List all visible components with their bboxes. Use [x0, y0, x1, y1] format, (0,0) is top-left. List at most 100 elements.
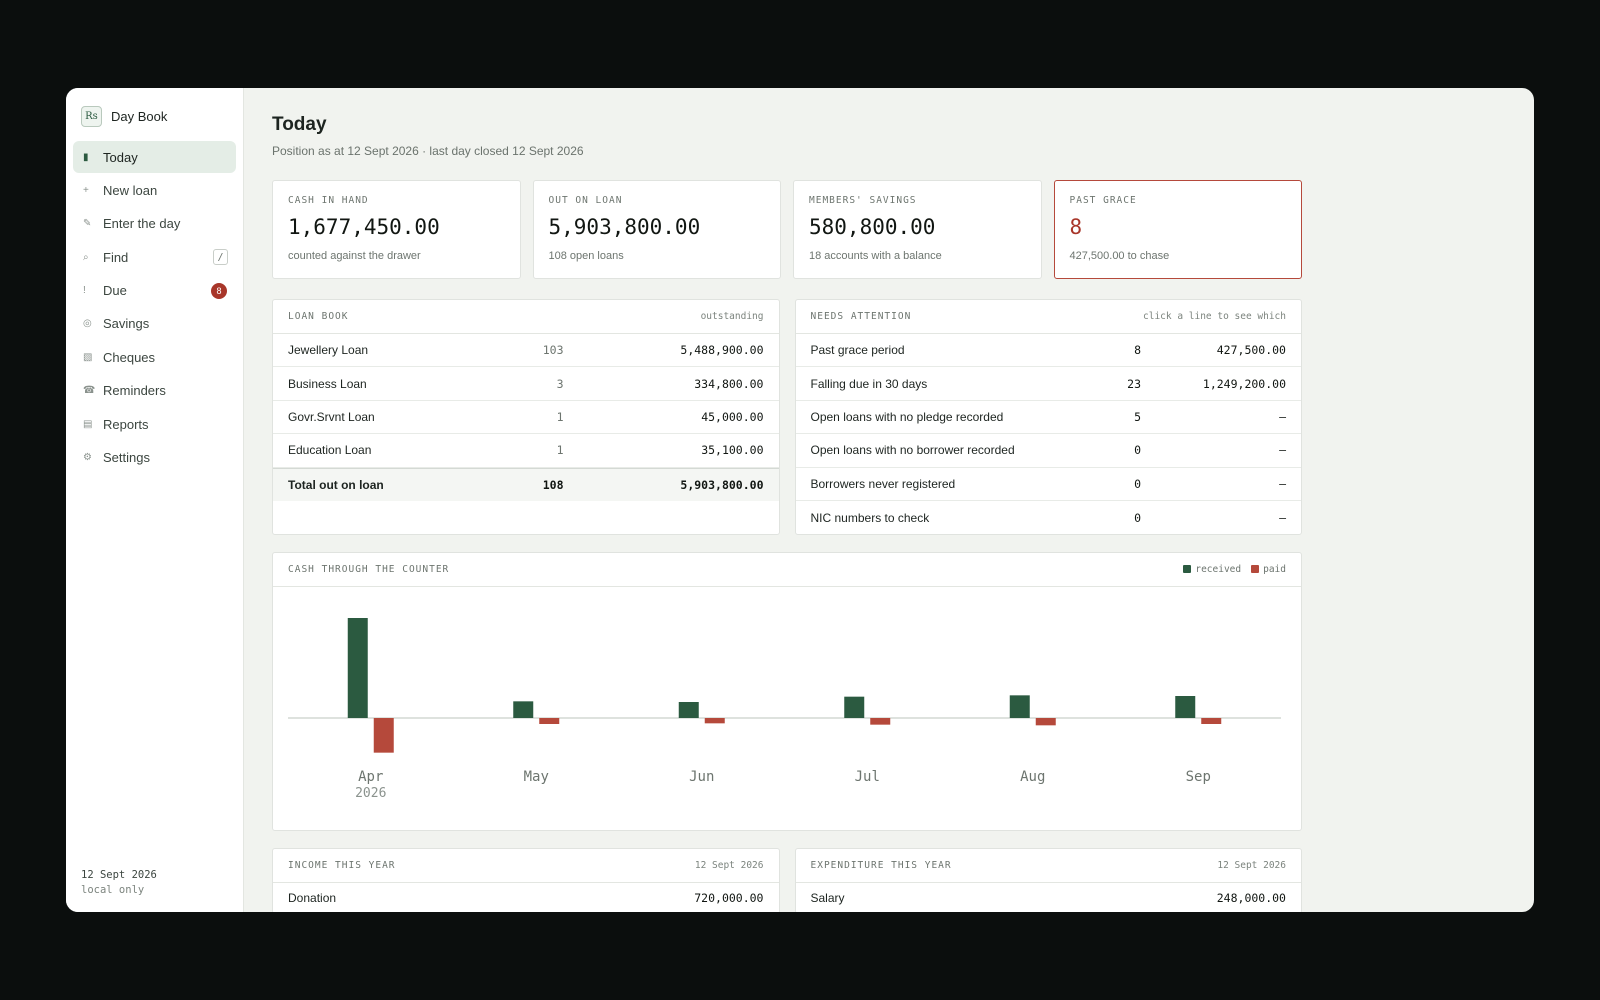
x-tick-label: Jun: [689, 769, 714, 785]
bar-paid-jul: [870, 718, 891, 726]
loan-book-panel: LOAN BOOK outstanding Jewellery Loan 103…: [272, 299, 780, 536]
income-item: Donation: [288, 891, 337, 906]
kpi-note: 427,500.00 to chase: [1069, 250, 1170, 262]
sidebar-item-today[interactable]: ▮ Today: [73, 141, 236, 173]
cash-chart-panel: CASH THROUGH THE COUNTER received paid A…: [272, 552, 1302, 832]
x-tick-label: Aug: [1020, 769, 1045, 785]
total-row: Total out on loan 108 5,903,800.00: [273, 467, 779, 501]
legend-label: paid: [1263, 564, 1286, 576]
loan-type: Jewellery Loan: [288, 343, 369, 358]
x-tick-label: Sep: [1186, 769, 1211, 785]
sidebar-item-due[interactable]: ! Due 8: [73, 275, 236, 307]
panel-title: LOAN BOOK: [288, 311, 349, 322]
sidebar: Rs Day Book ▮ Today + New loan ✎ Enter t…: [66, 88, 244, 912]
sidebar-item-cheques[interactable]: ▧ Cheques: [73, 341, 236, 373]
legend-received: received: [1183, 564, 1241, 575]
page-title: Today: [272, 114, 327, 135]
bar-paid-aug: [1035, 718, 1056, 726]
attention-row[interactable]: NIC numbers to check 0 –: [796, 501, 1302, 534]
kpi-value: 5,903,800.00: [548, 215, 701, 239]
panel-title: NEEDS ATTENTION: [810, 311, 912, 322]
attention-row[interactable]: Open loans with no borrower recorded 0 –: [795, 434, 1301, 468]
table-row[interactable]: Salary 248,000.00: [796, 883, 1302, 912]
loan-amount: 35,100.00: [701, 443, 764, 458]
attention-row[interactable]: Falling due in 30 days 23 1,249,200.00: [795, 367, 1301, 401]
sidebar-item-enter-the-day[interactable]: ✎ Enter the day: [73, 208, 236, 240]
kpi-value: 580,800.00: [809, 215, 936, 239]
loan-count: 1: [556, 443, 564, 458]
sidebar-item-label: Due: [103, 283, 127, 299]
table-row[interactable]: Govr.Srvnt Loan 1 45,000.00: [273, 401, 779, 435]
main-content: Today Position as at 12 Sept 2026 · last…: [244, 88, 1534, 912]
brand-logo: Rs: [81, 106, 102, 127]
bar-paid-may: [539, 718, 560, 725]
attention-count: 23: [1127, 376, 1141, 391]
table-row[interactable]: Business Loan 3 334,800.00: [273, 367, 779, 401]
total-amount: 5,903,800.00: [680, 477, 764, 492]
table-row[interactable]: Education Loan 1 35,100.00: [273, 434, 779, 468]
loan-type: Education Loan: [288, 443, 372, 458]
kpi-members-savings[interactable]: MEMBERS' SAVINGS 580,800.00 18 accounts …: [793, 180, 1042, 279]
sidebar-item-savings[interactable]: ◎ Savings: [73, 308, 236, 340]
sidebar-footer: 12 Sept 2026 local only: [81, 868, 157, 898]
x-tick-label: May: [524, 769, 549, 785]
sidebar-item-reports[interactable]: ▤ Reports: [73, 408, 236, 440]
search-icon: ⌕: [83, 251, 89, 263]
attention-amount: –: [1279, 510, 1286, 525]
tables-row: LOAN BOOK outstanding Jewellery Loan 103…: [272, 299, 1302, 536]
attention-row[interactable]: Borrowers never registered 0 –: [795, 468, 1301, 501]
brand[interactable]: Rs Day Book: [66, 88, 243, 141]
income-amount: 720,000.00: [694, 891, 764, 906]
kpi-row: CASH IN HAND 1,677,450.00 counted agains…: [272, 180, 1302, 279]
kpi-value: 1,677,450.00: [288, 215, 440, 239]
legend-label: received: [1195, 564, 1242, 576]
sidebar-item-label: Enter the day: [103, 216, 181, 232]
bar-paid-jun: [704, 718, 725, 724]
attention-row[interactable]: Past grace period 8 427,500.00: [795, 334, 1301, 368]
loan-type: Business Loan: [288, 376, 367, 391]
bar-received-jun: [678, 702, 699, 719]
legend-paid: paid: [1251, 564, 1286, 575]
table-row[interactable]: Donation 720,000.00: [273, 883, 779, 912]
sidebar-item-new-loan[interactable]: + New loan: [73, 174, 236, 206]
bar-received-aug: [1009, 695, 1030, 719]
phone-icon: ☎: [83, 385, 96, 397]
panel-header: INCOME THIS YEAR 12 Sept 2026: [273, 849, 779, 884]
attention-row[interactable]: Open loans with no pledge recorded 5 –: [795, 401, 1301, 435]
sidebar-item-label: Reports: [103, 416, 149, 432]
sidebar-nav: ▮ Today + New loan ✎ Enter the day ⌕ Fin…: [66, 141, 243, 474]
footer-mode: local only: [81, 884, 145, 896]
panel-header: NEEDS ATTENTION click a line to see whic…: [795, 300, 1301, 334]
loan-count: 103: [542, 343, 564, 358]
attention-count: 0: [1134, 510, 1141, 525]
brand-name: Day Book: [111, 109, 168, 124]
today-icon: ▮: [83, 151, 89, 163]
page-subtitle: Position as at 12 Sept 2026 · last day c…: [272, 144, 584, 158]
attention-label: Borrowers never registered: [810, 476, 956, 491]
attention-count: 0: [1134, 476, 1141, 491]
x-tick-label: Apr: [358, 769, 383, 785]
loan-count: 3: [556, 376, 564, 391]
panel-title: CASH THROUGH THE COUNTER: [288, 564, 450, 576]
sidebar-item-settings[interactable]: ⚙ Settings: [73, 442, 236, 474]
sidebar-item-label: New loan: [103, 182, 158, 198]
kpi-cash-in-hand[interactable]: CASH IN HAND 1,677,450.00 counted agains…: [272, 180, 521, 279]
kpi-past-grace[interactable]: PAST GRACE 8 427,500.00 to chase: [1053, 180, 1302, 279]
attention-count: 5: [1134, 409, 1141, 424]
kpi-out-on-loan[interactable]: OUT ON LOAN 5,903,800.00 108 open loans: [532, 180, 781, 279]
footer-date: 12 Sept 2026: [81, 869, 157, 881]
savings-icon: ◎: [83, 318, 92, 330]
panel-header: EXPENDITURE THIS YEAR 12 Sept 2026: [795, 849, 1301, 884]
report-icon: ▤: [83, 418, 93, 430]
sidebar-item-find[interactable]: ⌕ Find /: [73, 241, 236, 273]
kpi-note: 108 open loans: [548, 250, 624, 262]
bar-received-may: [513, 701, 534, 719]
app-window: Rs Day Book ▮ Today + New loan ✎ Enter t…: [66, 88, 1534, 912]
attention-label: Open loans with no pledge recorded: [810, 409, 1004, 424]
panel-date: 12 Sept 2026: [1217, 860, 1286, 872]
panel-title: INCOME THIS YEAR: [288, 860, 396, 872]
cheque-icon: ▧: [83, 351, 93, 363]
loan-type: Govr.Srvnt Loan: [288, 409, 375, 424]
table-row[interactable]: Jewellery Loan 103 5,488,900.00: [273, 334, 779, 368]
sidebar-item-reminders[interactable]: ☎ Reminders: [73, 375, 236, 407]
